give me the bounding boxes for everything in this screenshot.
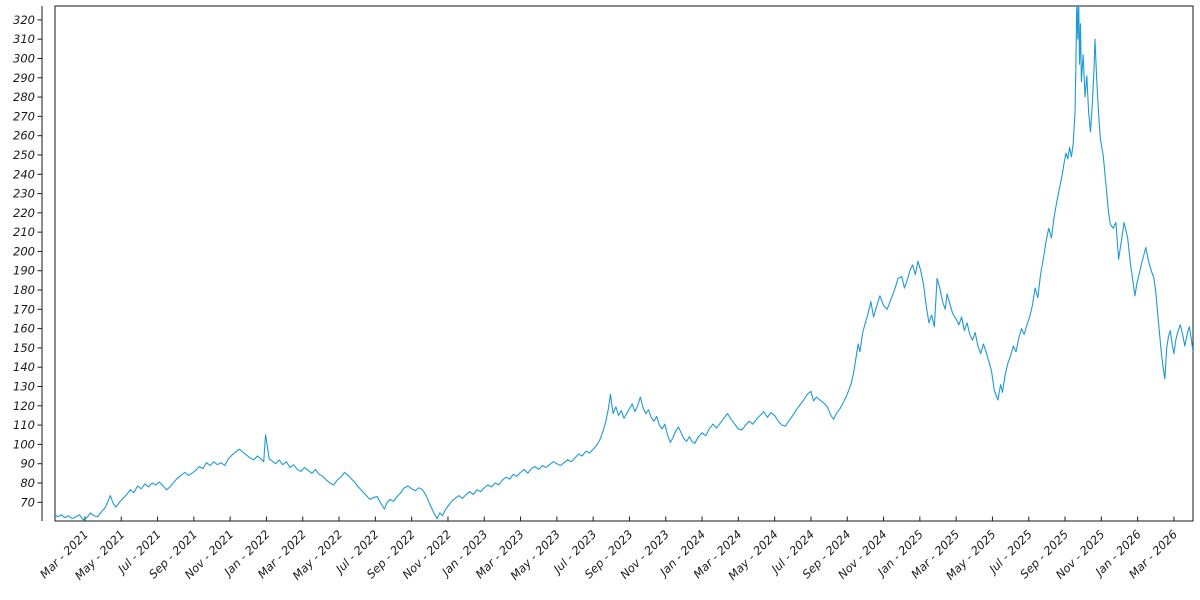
y-tick-label: 110 xyxy=(13,418,35,432)
y-tick-label: 80 xyxy=(20,476,35,490)
y-tick-label: 130 xyxy=(13,380,35,394)
y-tick-label: 190 xyxy=(13,264,35,278)
y-tick-label: 70 xyxy=(20,495,35,509)
y-tick-label: 220 xyxy=(13,206,35,220)
y-tick-label: 300 xyxy=(13,51,35,65)
y-tick-label: 260 xyxy=(13,129,35,143)
y-tick-label: 270 xyxy=(13,109,35,123)
price-line-series xyxy=(55,6,1193,521)
y-tick-label: 240 xyxy=(13,167,35,181)
y-tick-label: 180 xyxy=(13,283,35,297)
y-tick-label: 150 xyxy=(13,341,35,355)
y-tick-label: 230 xyxy=(13,187,35,201)
y-tick-label: 320 xyxy=(13,13,35,27)
y-tick-label: 250 xyxy=(13,148,35,162)
plot-border xyxy=(54,5,1194,522)
y-tick-label: 120 xyxy=(13,399,35,413)
y-tick-label: 90 xyxy=(20,457,35,471)
y-tick-label: 310 xyxy=(13,32,35,46)
y-tick-label: 100 xyxy=(13,437,35,451)
y-tick-label: 140 xyxy=(13,360,35,374)
y-tick-label: 290 xyxy=(13,71,35,85)
y-tick-label: 160 xyxy=(13,322,35,336)
y-tick-label: 170 xyxy=(13,302,35,316)
y-tick-label: 280 xyxy=(13,90,35,104)
y-tick-label: 210 xyxy=(13,225,35,239)
y-tick-label: 200 xyxy=(13,244,35,258)
